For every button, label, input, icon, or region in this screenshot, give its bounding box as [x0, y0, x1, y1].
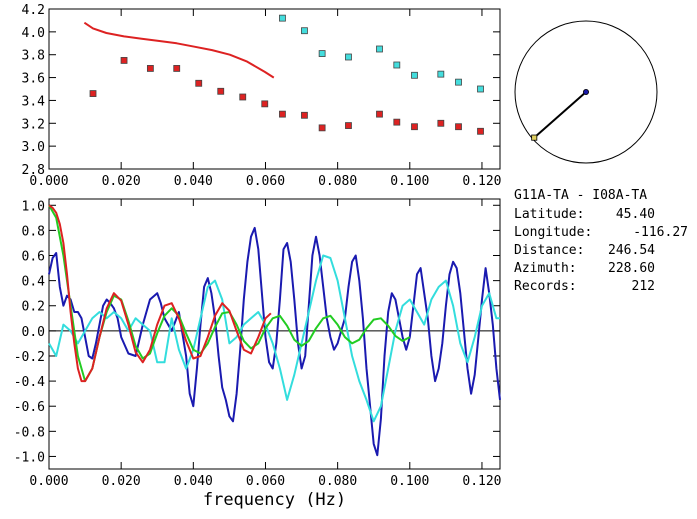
dispersion-point-0-4	[195, 79, 203, 87]
correlation-y-tick-label: 0.4	[22, 275, 46, 290]
dispersion-y-tick-label: 2.8	[22, 163, 45, 178]
correlation-chart: 0.000 0.020 0.040 0.060 0.080 0.100 0.120 -1.0 -…	[14, 198, 502, 510]
dispersion-chart: 0.000 0.020 0.040 0.060 0.080 0.100 0.120 2.8 3.…	[22, 3, 502, 189]
station-dot	[583, 89, 590, 96]
dispersion-point-1-8	[455, 78, 462, 86]
dispersion-point-1-3	[345, 53, 352, 61]
records-label: Records:	[514, 279, 577, 294]
dispersion-series-line-2	[83, 21, 275, 79]
dispersion-y-tick-label: 3.8	[22, 49, 45, 64]
dispersion-point-0-5	[217, 87, 225, 95]
correlation-y-tick-label: -0.4	[14, 375, 45, 390]
dispersion-point-0-16	[455, 123, 462, 131]
correlation-y-tick-label: 0.2	[22, 300, 45, 315]
dispersion-y-tick-label: 3.4	[22, 94, 46, 109]
longitude-label: Longitude:	[514, 225, 592, 240]
dispersion-point-1-6	[411, 71, 418, 79]
dispersion-y-tick-label: 3.6	[22, 72, 45, 87]
dispersion-point-0-6	[239, 93, 247, 101]
correlation-x-tick-label: 0.040	[174, 474, 213, 489]
dispersion-x-tick-label: 0.000	[29, 174, 68, 189]
correlation-x-tick-label: 0.080	[318, 474, 357, 489]
dispersion-point-0-11	[345, 122, 352, 129]
correlation-y-tick-label: 0.6	[22, 250, 45, 265]
correlation-y-tick-label: -0.2	[14, 350, 45, 365]
records-value: 212	[632, 279, 655, 294]
remote-station-marker	[531, 134, 538, 141]
correlation-series-line-0	[48, 226, 501, 457]
dispersion-point-0-1	[120, 57, 128, 64]
dispersion-point-0-0	[89, 90, 97, 97]
dispersion-x-tick-label: 0.080	[318, 174, 357, 189]
station-info-panel: G11A-TA - I08A-TA Latitude: 45.40 Longit…	[514, 188, 688, 294]
dispersion-point-1-4	[376, 45, 383, 53]
dispersion-frame	[48, 8, 501, 170]
azimuth-dial	[514, 20, 658, 164]
dispersion-y-tick-label: 4.0	[22, 26, 45, 41]
latitude-value: 45.40	[616, 207, 655, 222]
dispersion-point-1-9	[477, 85, 484, 93]
correlation-x-tick-label: 0.020	[102, 474, 141, 489]
dispersion-x-tick-label: 0.100	[390, 174, 429, 189]
dispersion-point-1-0	[279, 14, 286, 22]
correlation-y-tick-label: -1.0	[14, 450, 45, 465]
dispersion-point-1-1	[301, 27, 308, 35]
azimuth-value: 228.60	[608, 261, 655, 276]
azimuth-line	[533, 91, 587, 139]
correlation-series-line-1	[48, 254, 500, 423]
dispersion-x-tick-label: 0.040	[174, 174, 213, 189]
dispersion-point-0-17	[477, 127, 484, 135]
correlation-y-tick-label: -0.6	[14, 400, 45, 415]
dispersion-y-tick-label: 4.2	[22, 3, 45, 18]
correlation-x-tick-label: 0.060	[246, 474, 285, 489]
dispersion-x-tick-label: 0.020	[102, 174, 141, 189]
dispersion-point-0-7	[261, 100, 269, 108]
correlation-x-tick-label: 0.120	[462, 474, 501, 489]
dispersion-point-0-2	[146, 65, 154, 72]
dispersion-point-0-15	[437, 119, 445, 127]
distance-value: 246.54	[608, 243, 655, 258]
correlation-y-tick-label: 0.8	[22, 224, 45, 239]
dispersion-point-0-12	[376, 110, 383, 118]
correlation-series-line-3	[48, 204, 272, 383]
correlation-series-line-2	[48, 204, 411, 383]
dispersion-point-0-13	[393, 118, 401, 126]
dispersion-y-tick-label: 3.0	[22, 140, 45, 155]
station-pair-title: G11A-TA - I08A-TA	[514, 188, 647, 203]
correlation-y-tick-label: 0.0	[22, 325, 45, 340]
dispersion-point-1-7	[437, 70, 445, 78]
dispersion-point-0-10	[318, 124, 326, 132]
dial-circle	[514, 20, 658, 164]
correlation-y-tick-label: 1.0	[22, 199, 45, 214]
dispersion-x-tick-label: 0.120	[462, 174, 501, 189]
correlation-x-tick-label: 0.100	[390, 474, 429, 489]
dispersion-y-tick-label: 3.2	[22, 117, 45, 132]
dispersion-point-0-14	[411, 123, 418, 131]
azimuth-label: Azimuth:	[514, 261, 577, 276]
distance-label: Distance:	[514, 243, 584, 258]
latitude-label: Latitude:	[514, 207, 584, 222]
correlation-x-tick-label: 0.000	[29, 474, 68, 489]
dispersion-point-1-5	[393, 61, 401, 69]
longitude-value: -116.27	[633, 225, 688, 240]
correlation-frame	[48, 198, 501, 470]
dispersion-point-1-2	[318, 50, 326, 57]
dispersion-x-tick-label: 0.060	[246, 174, 285, 189]
dispersion-point-0-8	[279, 110, 286, 118]
dispersion-point-0-3	[173, 65, 181, 72]
correlation-x-axis-label: frequency (Hz)	[203, 490, 346, 510]
correlation-y-tick-label: -0.8	[14, 425, 45, 440]
dispersion-point-0-9	[301, 111, 308, 119]
